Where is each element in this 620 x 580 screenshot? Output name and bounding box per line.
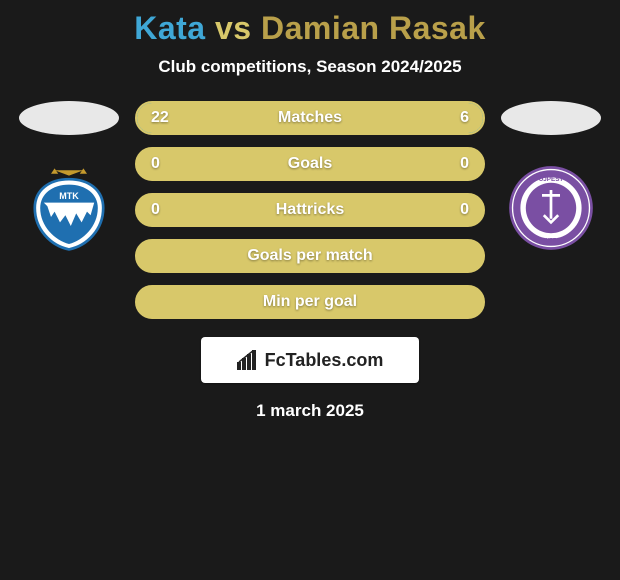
stat-value-right: 6 xyxy=(460,109,469,127)
stat-label: Hattricks xyxy=(137,201,483,219)
title-vs: vs xyxy=(215,10,252,46)
player2-club-crest: ÚJPEST UTE xyxy=(506,163,596,253)
player1-club-crest: MTK xyxy=(24,163,114,253)
stat-label: Goals xyxy=(137,155,483,173)
mtk-crest-icon: MTK xyxy=(24,163,114,253)
stat-label: Goals per match xyxy=(137,247,483,265)
stat-bar: Goals per match xyxy=(135,239,485,273)
svg-text:UTE: UTE xyxy=(546,238,557,244)
comparison-card: Kata vs Damian Rasak Club competitions, … xyxy=(0,0,620,421)
title-player1: Kata xyxy=(134,10,205,46)
stat-label: Matches xyxy=(137,109,483,127)
player2-avatar-placeholder xyxy=(501,101,601,135)
branding-text: FcTables.com xyxy=(265,350,384,371)
player1-column: MTK xyxy=(19,101,119,253)
fctables-chart-icon xyxy=(237,350,259,370)
ujpest-crest-icon: ÚJPEST UTE xyxy=(506,163,596,253)
stat-bar: 0Goals0 xyxy=(135,147,485,181)
comparison-row: MTK 22Matches60Goals00Hattricks0Goals pe… xyxy=(0,101,620,319)
subtitle: Club competitions, Season 2024/2025 xyxy=(0,57,620,77)
stat-bar: 0Hattricks0 xyxy=(135,193,485,227)
date-label: 1 march 2025 xyxy=(0,401,620,421)
page-title: Kata vs Damian Rasak xyxy=(0,10,620,47)
player2-column: ÚJPEST UTE xyxy=(501,101,601,253)
stat-bars: 22Matches60Goals00Hattricks0Goals per ma… xyxy=(135,101,485,319)
stat-value-right: 0 xyxy=(460,155,469,173)
player1-avatar-placeholder xyxy=(19,101,119,135)
svg-text:ÚJPEST: ÚJPEST xyxy=(539,174,564,183)
stat-bar: 22Matches6 xyxy=(135,101,485,135)
branding-badge[interactable]: FcTables.com xyxy=(201,337,419,383)
stat-label: Min per goal xyxy=(137,293,483,311)
stat-bar: Min per goal xyxy=(135,285,485,319)
title-player2: Damian Rasak xyxy=(261,10,486,46)
svg-text:MTK: MTK xyxy=(59,191,79,201)
stat-value-right: 0 xyxy=(460,201,469,219)
